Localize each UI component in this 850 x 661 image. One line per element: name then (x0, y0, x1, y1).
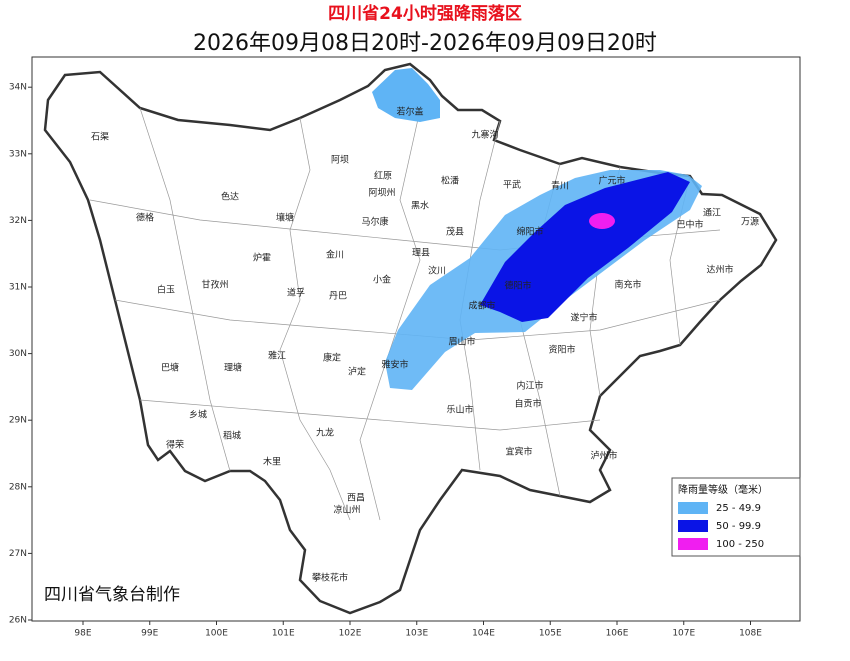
place-label: 巴塘 (161, 362, 179, 374)
place-label: 青川 (551, 180, 569, 192)
y-tick-label: 33N (9, 149, 27, 159)
rain-area-light-north (372, 68, 440, 122)
place-label: 雅安市 (381, 359, 408, 371)
place-label: 绵阳市 (516, 226, 543, 238)
place-label: 资阳市 (548, 344, 575, 356)
legend-swatch (678, 538, 708, 550)
place-label: 色达 (221, 191, 239, 203)
x-tick-label: 103E (405, 629, 428, 639)
place-label: 广元市 (598, 175, 625, 187)
place-label: 红原 (374, 170, 392, 182)
place-label: 通江 (703, 208, 721, 219)
y-tick-label: 34N (9, 83, 27, 93)
place-label: 小金 (373, 274, 391, 286)
y-tick-label: 27N (9, 549, 27, 559)
x-tick-label: 105E (539, 629, 562, 639)
place-label: 自贡市 (514, 398, 541, 410)
place-label: 成都市 (468, 300, 495, 312)
y-tick-label: 30N (9, 349, 27, 359)
place-label: 西昌 (347, 493, 365, 504)
place-label: 万源 (741, 217, 759, 228)
place-label: 南充市 (614, 279, 641, 291)
place-label: 遂宁市 (570, 312, 597, 324)
place-label: 攀枝花市 (312, 572, 348, 584)
place-label: 九龙 (316, 427, 334, 439)
y-tick-label: 26N (9, 616, 27, 626)
legend-label: 50 - 99.9 (716, 521, 761, 532)
place-label: 乐山市 (446, 404, 473, 416)
place-label: 乡城 (189, 410, 207, 421)
place-label: 泸州市 (590, 450, 617, 462)
place-label: 康定 (323, 352, 341, 364)
y-tick-label: 31N (9, 283, 27, 293)
place-label: 马尔康 (361, 216, 388, 228)
place-label: 得荣 (166, 439, 184, 451)
legend-swatch (678, 502, 708, 514)
place-label: 阿坝州 (368, 188, 395, 199)
place-label: 甘孜州 (201, 279, 228, 291)
place-label: 道孚 (287, 287, 305, 299)
x-tick-label: 100E (205, 629, 228, 639)
place-label: 白玉 (157, 284, 175, 296)
place-label: 九寨沟 (471, 129, 498, 141)
place-label: 木里 (263, 456, 281, 468)
place-label: 阿坝 (331, 155, 349, 166)
legend-label: 100 - 250 (716, 539, 764, 550)
credit: 四川省气象台制作 (44, 585, 180, 605)
rain-area-heavy (480, 172, 690, 322)
place-label: 眉山市 (448, 336, 475, 348)
place-label: 巴中市 (676, 219, 703, 231)
map-subtitle: 2026年09月08日20时-2026年09月09日20时 (193, 31, 657, 56)
x-tick-label: 99E (141, 629, 158, 639)
x-tick-label: 106E (606, 629, 629, 639)
place-label: 凉山州 (333, 504, 360, 516)
place-label: 内江市 (516, 380, 543, 392)
rain-area-torrential (589, 213, 615, 229)
x-tick-label: 104E (472, 629, 495, 639)
place-label: 平武 (503, 179, 521, 191)
x-tick-label: 102E (339, 629, 362, 639)
place-label: 稻城 (223, 431, 241, 442)
place-label: 德阳市 (504, 280, 531, 292)
legend-label: 25 - 49.9 (716, 503, 761, 514)
place-label: 炉霍 (253, 252, 271, 264)
place-label: 理塘 (224, 362, 242, 374)
x-tick-label: 101E (272, 629, 295, 639)
place-label: 理县 (412, 248, 430, 259)
place-label: 宜宾市 (505, 446, 532, 458)
place-label: 达州市 (706, 264, 733, 276)
credit-box (36, 578, 211, 610)
place-label: 丹巴 (329, 291, 347, 302)
legend-swatch (678, 520, 708, 532)
legend-title: 降雨量等级（毫米） (678, 483, 768, 496)
place-label: 石渠 (91, 131, 109, 143)
place-label: 壤塘 (276, 212, 294, 224)
place-label: 松潘 (441, 175, 459, 187)
x-tick-label: 107E (672, 629, 695, 639)
y-tick-label: 28N (9, 482, 27, 492)
place-label: 雅江 (268, 350, 286, 362)
place-label: 德格 (136, 212, 154, 224)
place-label: 汶川 (428, 265, 446, 277)
place-label: 黑水 (411, 200, 429, 212)
map-title: 四川省24小时强降雨落区 (328, 3, 522, 24)
y-tick-label: 32N (9, 216, 27, 226)
place-label: 茂县 (446, 226, 464, 238)
x-tick-label: 98E (74, 629, 91, 639)
y-tick-label: 29N (9, 416, 27, 426)
place-label: 泸定 (348, 366, 366, 378)
place-label: 若尔盖 (396, 106, 423, 118)
place-label: 金川 (326, 249, 344, 261)
x-tick-label: 108E (739, 629, 762, 639)
